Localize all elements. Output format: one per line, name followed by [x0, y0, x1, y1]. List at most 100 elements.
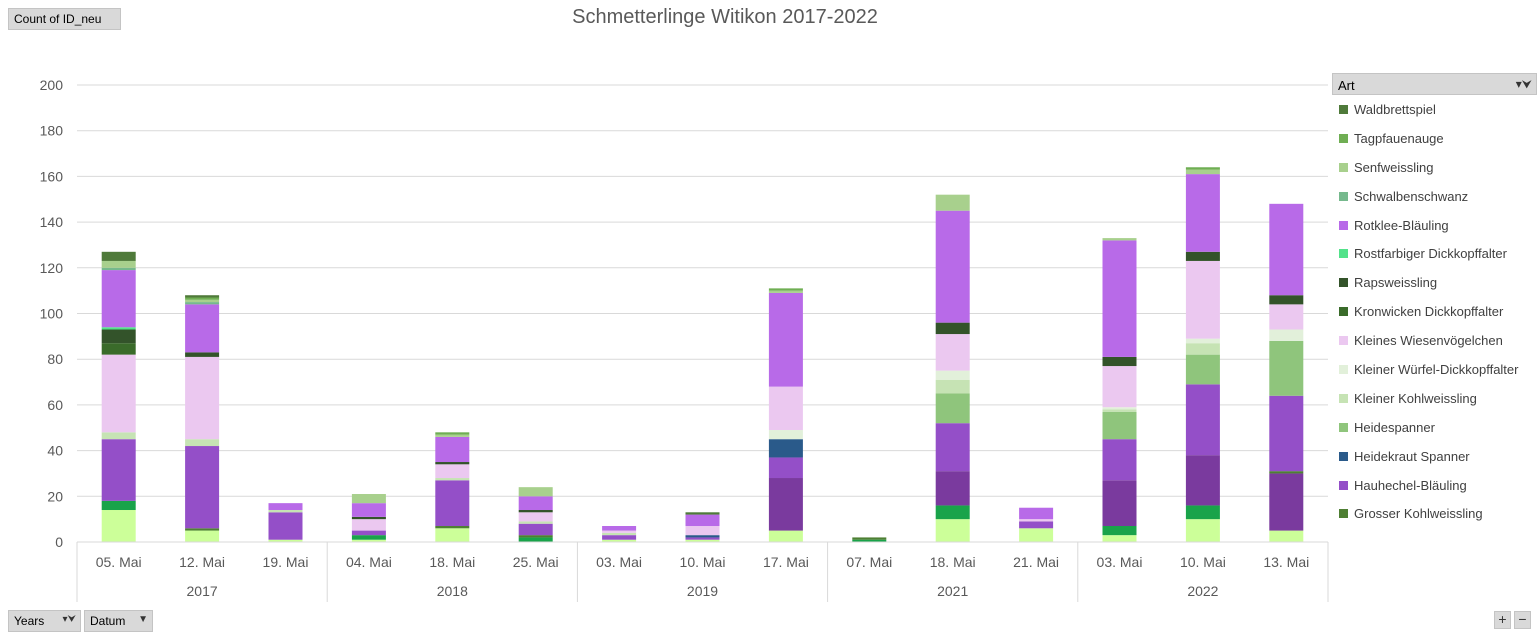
bar-segment: [768, 292, 803, 387]
bar-segment: [101, 267, 136, 271]
bar-segment: [101, 439, 136, 501]
bar-segment: [1185, 455, 1220, 506]
bar-segment: [351, 530, 386, 536]
legend-label: Kleines Wiesenvögelchen: [1354, 333, 1503, 349]
legend-swatch: [1339, 220, 1348, 230]
bar-segment: [518, 510, 553, 513]
bar-segment: [101, 500, 136, 511]
bar-segment: [435, 526, 470, 529]
y-tick-label: 180: [40, 123, 64, 139]
legend-swatch: [1339, 336, 1348, 346]
bar-segment: [1185, 251, 1220, 261]
bar-segment: [185, 302, 220, 305]
legend-item: Heidekraut Spanner: [1332, 442, 1537, 471]
bar-segment: [1102, 535, 1137, 542]
legend-field-button[interactable]: Art ▾⮟: [1332, 73, 1537, 95]
bar-segment: [1185, 384, 1220, 456]
bar-segment: [1185, 519, 1220, 542]
bar-segment: [685, 539, 720, 542]
minus-icon[interactable]: −: [1514, 611, 1531, 629]
bar-segment: [351, 494, 386, 504]
funnel-icon[interactable]: ▾⮟: [1515, 77, 1532, 91]
bar-segment: [768, 478, 803, 531]
bar-segment: [1185, 174, 1220, 252]
bar-segment: [435, 528, 470, 542]
datum-field-label: Datum: [90, 614, 126, 628]
bar-segment: [768, 386, 803, 431]
group-label: 2019: [687, 583, 718, 599]
bar-segment: [518, 512, 553, 522]
legend-label: Hauhechel-Bläuling: [1354, 477, 1467, 493]
bar-segment: [518, 523, 553, 536]
group-label: 2022: [1187, 583, 1218, 599]
bar-segment: [935, 334, 970, 371]
bar-segment: [435, 462, 470, 465]
bar-segment: [602, 530, 637, 533]
x-tick-label: 17. Mai: [763, 554, 809, 570]
bar-segment: [1102, 439, 1137, 481]
bar-segment: [435, 436, 470, 463]
bar-segment: [768, 439, 803, 458]
bar-segment: [518, 521, 553, 524]
bar-segment: [435, 464, 470, 479]
y-tick-label: 160: [40, 168, 64, 184]
bar-segment: [101, 343, 136, 355]
bar-segment: [602, 532, 637, 536]
bar-segment: [1102, 526, 1137, 536]
legend-swatch: [1339, 307, 1348, 317]
bar-segment: [1269, 530, 1304, 542]
legend-item: Rapsweissling: [1332, 268, 1537, 297]
legend-label: Grosser Kohlweissling: [1354, 506, 1483, 522]
bar-segment: [1102, 356, 1137, 367]
y-tick-label: 60: [47, 397, 63, 413]
bar-segment: [101, 251, 136, 261]
value-field-button[interactable]: Count of ID_neu: [8, 8, 121, 30]
bar-segment: [768, 290, 803, 293]
bar-segment: [101, 327, 136, 330]
bar-segment: [1102, 240, 1137, 357]
bar-segment: [1019, 528, 1054, 542]
y-tick-label: 100: [40, 306, 64, 322]
y-tick-label: 80: [47, 351, 63, 367]
y-tick-label: 200: [40, 77, 64, 93]
legend-item: Grosser Kohlweissling: [1332, 499, 1537, 528]
bar-segment: [935, 519, 970, 542]
x-tick-label: 25. Mai: [513, 554, 559, 570]
bar-segment: [268, 503, 303, 511]
legend-item: Kleines Wiesenvögelchen: [1332, 326, 1537, 355]
group-label: 2021: [937, 583, 968, 599]
bar-segment: [1269, 203, 1304, 296]
legend-swatch: [1339, 249, 1348, 259]
bar-segment: [1269, 295, 1304, 305]
legend-label: Heidespanner: [1354, 419, 1435, 435]
bar-segment: [351, 519, 386, 531]
bar-segment: [435, 478, 470, 481]
chart-title: Schmetterlinge Witikon 2017-2022: [572, 6, 878, 28]
bar-segment: [101, 510, 136, 542]
y-tick-label: 140: [40, 214, 64, 230]
legend-swatch: [1339, 191, 1348, 201]
x-tick-label: 05. Mai: [96, 554, 142, 570]
legend-swatch: [1339, 104, 1348, 114]
bar-segment: [185, 299, 220, 303]
x-tick-label: 03. Mai: [596, 554, 642, 570]
legend-label: Rostfarbiger Dickkopffalter: [1354, 246, 1507, 262]
bar-segment: [1269, 471, 1304, 474]
legend-label: Tagpfauenauge: [1354, 130, 1444, 146]
bar-segment: [602, 535, 637, 540]
bar-segment: [1185, 338, 1220, 344]
x-tick-label: 13. Mai: [1263, 554, 1309, 570]
plus-icon[interactable]: +: [1494, 611, 1511, 629]
bar-segment: [101, 354, 136, 433]
bar-segment: [435, 434, 470, 437]
bar-segment: [1019, 507, 1054, 520]
x-tick-label: 10. Mai: [1180, 554, 1226, 570]
datum-field-button[interactable]: Datum ▼: [84, 610, 153, 632]
bar-segment: [1185, 505, 1220, 520]
dropdown-arrow-icon[interactable]: ▼: [138, 614, 148, 625]
years-field-button[interactable]: Years ▾⮟: [8, 610, 81, 632]
bar-segment: [351, 535, 386, 540]
funnel-icon[interactable]: ▾⮟: [62, 614, 76, 625]
bar-segment: [185, 530, 220, 542]
bar-segment: [852, 537, 887, 540]
